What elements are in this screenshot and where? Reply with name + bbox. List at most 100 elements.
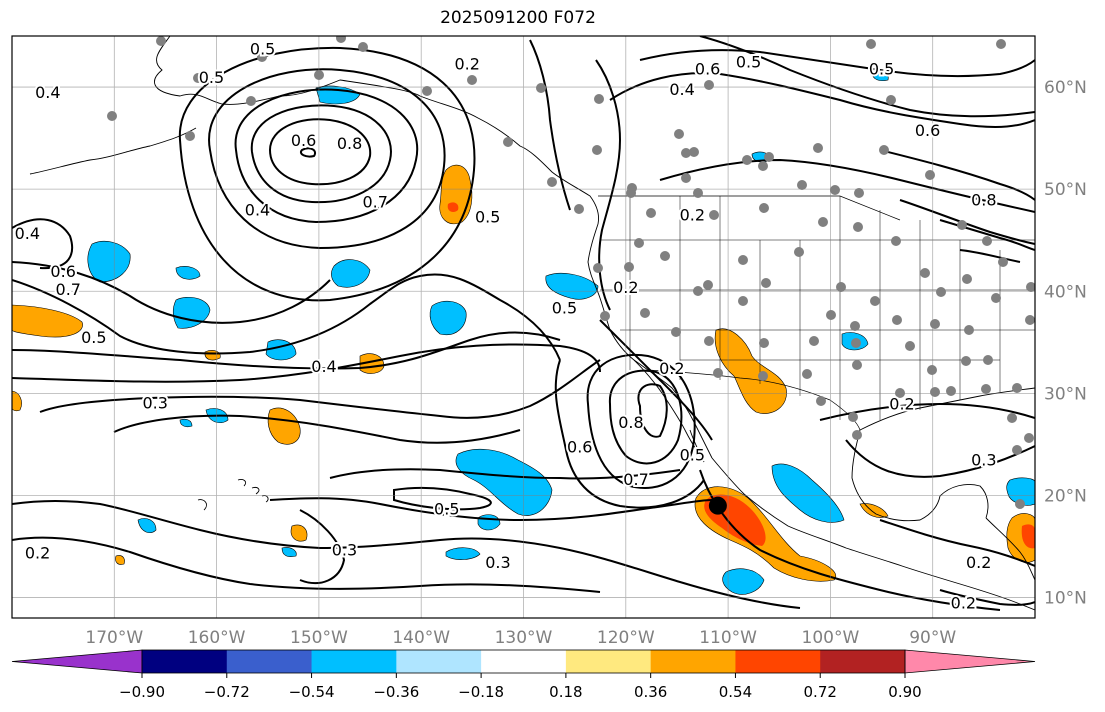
- contour-label: 0.4: [35, 83, 60, 102]
- alaska-coast: [154, 36, 599, 225]
- colorbar-tick-label: 0.72: [804, 683, 837, 701]
- station-dot: [547, 177, 557, 187]
- station-dot: [866, 39, 876, 49]
- contour-line: [268, 118, 372, 186]
- station-dot: [927, 365, 937, 375]
- station-dot: [758, 371, 768, 381]
- station-dot: [991, 293, 1001, 303]
- contour-line: [609, 72, 1035, 128]
- station-dot: [185, 131, 195, 141]
- station-dot: [818, 217, 828, 227]
- lat-tick-label: 50°N: [1044, 180, 1087, 200]
- station-dot: [1025, 315, 1035, 325]
- station-dot: [742, 155, 752, 165]
- hawaii-islands: [197, 479, 269, 511]
- colorbar-tick-label: 0.36: [634, 683, 667, 701]
- contour-line: [959, 249, 1021, 263]
- contour-label: 0.5: [434, 500, 459, 519]
- station-dot: [961, 356, 971, 366]
- station-dot: [930, 387, 940, 397]
- station-dot: [1026, 282, 1035, 292]
- gulf-mexico-west: [851, 429, 941, 522]
- positive-core: [1021, 524, 1035, 549]
- contour-label: 0.4: [311, 357, 336, 376]
- colorbar-extend-low: [11, 649, 143, 674]
- contour-label: 0.2: [25, 544, 50, 563]
- contour-label: 0.2: [966, 553, 991, 572]
- contour-line: [699, 36, 1035, 118]
- mexico-coast: [711, 457, 1035, 611]
- station-dot: [813, 143, 823, 153]
- station-dot: [983, 355, 993, 365]
- colorbar-tick-label: 0.54: [719, 683, 752, 701]
- contour-label: 0.5: [199, 68, 224, 87]
- station-dot: [107, 111, 117, 121]
- station-dot: [674, 129, 684, 139]
- negative-region: [331, 259, 371, 288]
- positive-region: [714, 328, 787, 414]
- contour-label: 0.3: [485, 553, 510, 572]
- station-dot: [826, 310, 836, 320]
- station-dot: [738, 296, 748, 306]
- station-dot: [946, 386, 956, 396]
- station-dots: [107, 36, 1035, 509]
- contour-line: [637, 383, 668, 438]
- contour-line: [554, 359, 705, 509]
- station-dot: [852, 360, 862, 370]
- gulf-coast: [859, 387, 1035, 431]
- station-dot: [536, 83, 546, 93]
- station-dot: [689, 147, 699, 157]
- lon-tick-label: 90°W: [909, 628, 956, 648]
- colorbar-segment: [735, 650, 821, 673]
- station-dot: [848, 412, 858, 422]
- lon-tick-label: 160°W: [188, 628, 246, 648]
- station-dot: [998, 257, 1008, 267]
- negative-region: [477, 514, 501, 531]
- contour-label: 0.6: [50, 262, 75, 281]
- contour-line: [39, 359, 601, 419]
- station-dot: [996, 39, 1006, 49]
- station-dot: [761, 278, 771, 288]
- colorbar-tick-label: −0.72: [204, 683, 250, 701]
- contour-label: 0.8: [337, 134, 362, 153]
- negative-region: [87, 241, 131, 283]
- lon-tick-label: 130°W: [495, 628, 553, 648]
- contour-line: [12, 218, 74, 270]
- station-dot: [962, 274, 972, 284]
- station-dot: [503, 137, 513, 147]
- contour-label: 0.7: [623, 470, 648, 489]
- state-lines: [600, 196, 1035, 420]
- colorbar-tick-label: −0.36: [373, 683, 419, 701]
- contour-label: 0.3: [332, 541, 357, 560]
- contour-label: 0.4: [669, 80, 694, 99]
- station-dot: [886, 95, 896, 105]
- station-dot: [467, 75, 477, 85]
- contour-line: [12, 261, 331, 324]
- station-dot: [852, 430, 862, 440]
- station-dot: [794, 247, 804, 257]
- contour-label: 0.7: [56, 280, 81, 299]
- negative-region: [175, 266, 201, 280]
- contour-line: [939, 589, 1035, 606]
- contour-line: [250, 104, 392, 204]
- station-dot: [1007, 413, 1017, 423]
- station-dot: [797, 180, 807, 190]
- contour-line: [595, 59, 622, 311]
- contour-line: [269, 497, 713, 522]
- map-area: 0.50.50.40.20.6 0.80.4 0.70.40.60.70.50.40…: [11, 35, 1036, 619]
- contour-line: [12, 500, 801, 609]
- negative-region: [429, 300, 467, 336]
- negative-region: [771, 463, 845, 523]
- station-dot: [982, 236, 992, 246]
- colorbar: −0.90 −0.72 −0.54 −0.36 −0.18 0.18 0.36 0.54 0.7…: [11, 649, 1036, 701]
- station-dot: [957, 220, 967, 230]
- colorbar-frame: [141, 649, 906, 674]
- contour-label: 0.5: [680, 446, 705, 465]
- station-dot: [925, 170, 935, 180]
- lon-tick-label: 150°W: [290, 628, 348, 648]
- contour-label: 0.6: [695, 60, 720, 79]
- station-dot: [634, 238, 644, 248]
- us-west-coast: [587, 223, 713, 459]
- station-dot: [738, 255, 748, 265]
- station-dot: [964, 325, 974, 335]
